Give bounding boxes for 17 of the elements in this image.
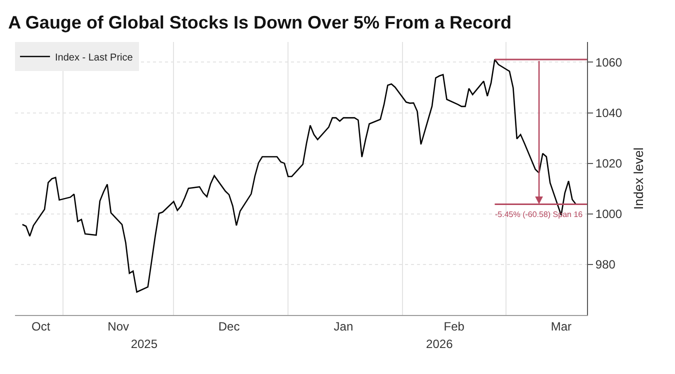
- chart-title: A Gauge of Global Stocks Is Down Over 5% From a Record: [8, 12, 512, 33]
- x-tick-label: Feb: [444, 319, 465, 334]
- x-tick-label: Mar: [550, 319, 572, 334]
- y-axis-title: Index level: [631, 147, 646, 210]
- y-tick-label: 1000: [595, 207, 622, 222]
- x2-tick-label: 2026: [426, 337, 454, 351]
- x-tick-label: Oct: [31, 319, 51, 334]
- y-tick-label: 1020: [595, 156, 622, 171]
- x-tick-label: Dec: [218, 319, 240, 334]
- y-tick-label: 980: [595, 258, 616, 272]
- x-tick-label: Jan: [334, 319, 354, 334]
- y-tick-label: 1060: [595, 55, 622, 70]
- annotation: -5.45% (-60.58) Span 16: [495, 210, 584, 219]
- legend-label: Index - Last Price: [55, 52, 134, 64]
- x-tick-label: Nov: [108, 319, 129, 334]
- y-tick-label: 1040: [595, 106, 622, 120]
- x2-tick-label: 2025: [130, 337, 158, 351]
